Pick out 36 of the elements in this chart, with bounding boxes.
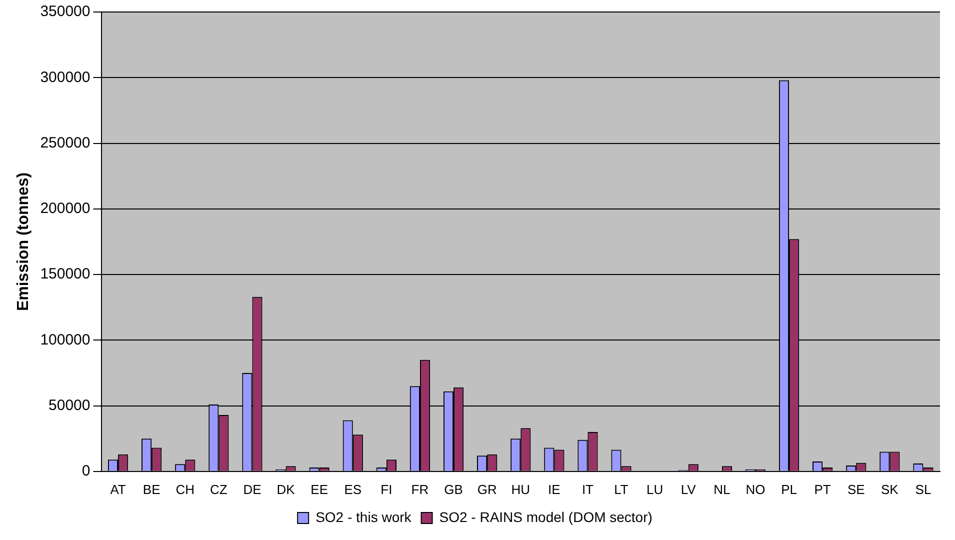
- y-axis-title: Emission (tonnes): [15, 172, 32, 312]
- y-tick-label: 300000: [40, 68, 90, 86]
- y-tick-label: 150000: [40, 266, 90, 283]
- y-tick-label: 250000: [40, 134, 90, 152]
- x-tick-label: NL: [714, 482, 730, 497]
- x-tick-label: HU: [511, 482, 530, 497]
- legend-label: SO2 - this work: [316, 508, 412, 525]
- x-tick-label: FI: [380, 482, 392, 497]
- y-tick-label: 50000: [48, 396, 90, 414]
- x-tick-label: BE: [142, 482, 161, 497]
- x-tick-label: IE: [548, 482, 561, 497]
- y-tick-label: 350000: [40, 3, 90, 20]
- x-tick-label: PT: [814, 482, 831, 497]
- x-tick-label: SE: [847, 482, 866, 497]
- y-tick-label: 0: [82, 462, 90, 480]
- x-tick-label: NO: [746, 482, 766, 497]
- y-tick-label: 100000: [40, 331, 90, 348]
- x-tick-label: GR: [477, 482, 497, 497]
- x-tick-label: FR: [411, 482, 429, 497]
- x-tick-label: ES: [344, 482, 362, 497]
- x-tick-label: LU: [646, 482, 664, 497]
- x-tick-label: EE: [310, 482, 328, 497]
- x-tick-label: PL: [781, 482, 797, 497]
- x-tick-label: AT: [110, 482, 126, 497]
- x-tick-label: IT: [582, 482, 594, 497]
- x-tick-label: DE: [243, 482, 262, 497]
- legend-label: SO2 - RAINS model (DOM sector): [439, 508, 652, 525]
- y-tick-label: 200000: [40, 200, 90, 218]
- x-tick-label: GB: [444, 482, 463, 497]
- x-tick-label: SK: [881, 482, 899, 497]
- x-tick-label: SL: [915, 482, 932, 497]
- x-tick-label: LT: [614, 482, 628, 497]
- x-tick-label: CZ: [210, 482, 228, 497]
- x-tick-label: CH: [176, 482, 195, 497]
- x-tick-label: LV: [680, 482, 696, 497]
- x-tick-label: DK: [276, 482, 296, 497]
